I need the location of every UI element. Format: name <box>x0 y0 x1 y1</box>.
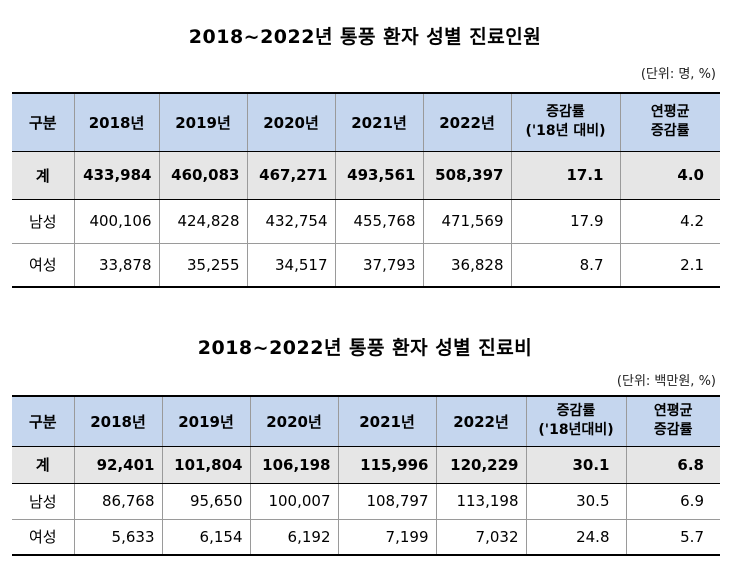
cell-2022: 36,828 <box>422 243 512 287</box>
cell-2021: 455,768 <box>334 199 424 244</box>
header-annual-avg-line2: 증감률 <box>650 123 690 140</box>
header-2018: 2018년 <box>73 93 160 152</box>
cell-annual-avg-rate: 6.8 <box>625 446 720 484</box>
table-row-total: 계 92,401 101,804 106,198 115,996 120,229… <box>12 446 720 484</box>
cell-2022: 113,198 <box>435 483 527 520</box>
header-2021: 2021년 <box>337 396 437 447</box>
cell-2019: 460,083 <box>158 151 248 200</box>
cell-2019: 6,154 <box>161 519 251 555</box>
patients-by-sex-table: 구분 2018년 2019년 2020년 2021년 2022년 증감률 ('1… <box>12 92 720 288</box>
cell-change-rate: 8.7 <box>510 243 621 287</box>
cell-2022: 7,032 <box>435 519 527 555</box>
header-2022: 2022년 <box>422 93 512 152</box>
patients-table-unit: (단위: 명, %) <box>640 67 716 82</box>
header-annual-avg-line2: 증감률 <box>653 422 693 439</box>
cell-2019: 424,828 <box>158 199 248 244</box>
row-label: 계 <box>12 446 75 484</box>
header-2021: 2021년 <box>334 93 424 152</box>
costs-by-sex-table: 구분 2018년 2019년 2020년 2021년 2022년 증감률 ('1… <box>12 395 720 556</box>
header-2019: 2019년 <box>158 93 248 152</box>
row-label: 계 <box>12 151 75 200</box>
table-header-row: 구분 2018년 2019년 2020년 2021년 2022년 증감률 ('1… <box>12 396 720 447</box>
cell-annual-avg-rate: 6.9 <box>625 483 720 520</box>
header-category: 구분 <box>12 396 75 447</box>
cell-2022: 508,397 <box>422 151 512 200</box>
cell-2020: 6,192 <box>249 519 339 555</box>
header-change-rate: 증감률 ('18년대비) <box>525 396 627 447</box>
cell-2019: 95,650 <box>161 483 251 520</box>
cell-annual-avg-rate: 4.0 <box>619 151 720 200</box>
cell-2019: 101,804 <box>161 446 251 484</box>
cell-2020: 432,754 <box>246 199 336 244</box>
header-change-rate-line2: ('18년대비) <box>538 422 614 439</box>
cell-2021: 108,797 <box>337 483 437 520</box>
cell-2021: 493,561 <box>334 151 424 200</box>
header-2022: 2022년 <box>435 396 527 447</box>
cell-2020: 100,007 <box>249 483 339 520</box>
row-label: 여성 <box>12 243 75 287</box>
cell-annual-avg-rate: 4.2 <box>619 199 720 244</box>
header-category: 구분 <box>12 93 75 152</box>
table-header-row: 구분 2018년 2019년 2020년 2021년 2022년 증감률 ('1… <box>12 93 720 152</box>
cell-2018: 5,633 <box>73 519 163 555</box>
cell-2018: 92,401 <box>73 446 163 484</box>
cell-2022: 120,229 <box>435 446 527 484</box>
header-change-rate-line2: ('18년 대비) <box>525 123 606 140</box>
header-2020: 2020년 <box>246 93 336 152</box>
cell-2019: 35,255 <box>158 243 248 287</box>
costs-table-unit: (단위: 백만원, %) <box>616 374 716 389</box>
header-annual-avg-rate: 연평균 증감률 <box>625 396 720 447</box>
cell-2020: 106,198 <box>249 446 339 484</box>
cell-2021: 37,793 <box>334 243 424 287</box>
cell-2018: 86,768 <box>73 483 163 520</box>
header-annual-avg-rate: 연평균 증감률 <box>619 93 720 152</box>
table-row-female: 여성 33,878 35,255 34,517 37,793 36,828 8.… <box>12 243 720 287</box>
costs-table-title: 2018~2022년 통풍 환자 성별 진료비 <box>197 337 533 359</box>
cell-2020: 34,517 <box>246 243 336 287</box>
patients-table-title: 2018~2022년 통풍 환자 성별 진료인원 <box>188 26 542 48</box>
header-2020: 2020년 <box>249 396 339 447</box>
cell-change-rate: 17.1 <box>510 151 621 200</box>
row-label: 남성 <box>12 483 75 520</box>
header-change-rate-line1: 증감률 <box>556 403 596 420</box>
table-row-total: 계 433,984 460,083 467,271 493,561 508,39… <box>12 151 720 200</box>
cell-change-rate: 17.9 <box>510 199 621 244</box>
cell-2020: 467,271 <box>246 151 336 200</box>
cell-change-rate: 30.5 <box>525 483 627 520</box>
row-label: 남성 <box>12 199 75 244</box>
cell-2018: 433,984 <box>73 151 160 200</box>
cell-annual-avg-rate: 5.7 <box>625 519 720 555</box>
cell-2018: 400,106 <box>73 199 160 244</box>
header-2018: 2018년 <box>73 396 163 447</box>
cell-2021: 7,199 <box>337 519 437 555</box>
header-change-rate-line1: 증감률 <box>546 104 585 121</box>
table-row-male: 남성 400,106 424,828 432,754 455,768 471,5… <box>12 199 720 244</box>
cell-change-rate: 30.1 <box>525 446 627 484</box>
cell-2022: 471,569 <box>422 199 512 244</box>
table-row-male: 남성 86,768 95,650 100,007 108,797 113,198… <box>12 483 720 520</box>
cell-annual-avg-rate: 2.1 <box>619 243 720 287</box>
cell-change-rate: 24.8 <box>525 519 627 555</box>
cell-2018: 33,878 <box>73 243 160 287</box>
cell-2021: 115,996 <box>337 446 437 484</box>
header-change-rate: 증감률 ('18년 대비) <box>510 93 621 152</box>
header-2019: 2019년 <box>161 396 251 447</box>
header-annual-avg-line1: 연평균 <box>650 104 690 121</box>
row-label: 여성 <box>12 519 75 555</box>
header-annual-avg-line1: 연평균 <box>653 403 693 420</box>
table-row-female: 여성 5,633 6,154 6,192 7,199 7,032 24.8 5.… <box>12 519 720 555</box>
